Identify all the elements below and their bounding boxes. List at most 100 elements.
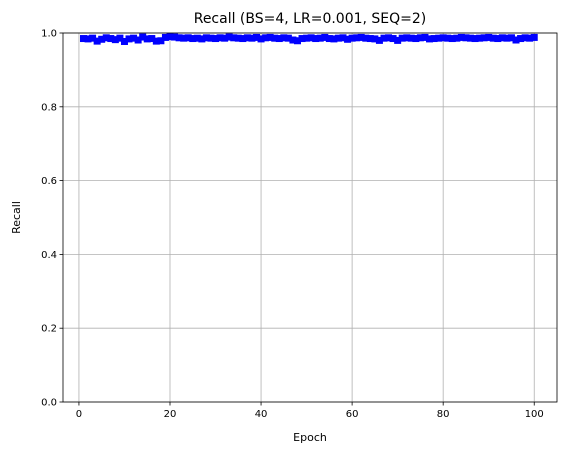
ticks-layer: 0 20 40 60 80 100 0.0 0.2 0.4 0.6 0.8 1.0 — [41, 29, 544, 421]
recall-point — [152, 37, 160, 45]
recall-point — [303, 34, 311, 42]
recall-point — [284, 34, 292, 42]
recall-point — [262, 34, 270, 42]
recall-point — [403, 34, 411, 42]
recall-point — [143, 35, 151, 43]
recall-point — [275, 35, 283, 43]
recall-point — [412, 35, 420, 43]
recall-point — [526, 34, 534, 42]
recall-point — [480, 34, 488, 42]
recall-point — [494, 35, 502, 43]
y-tick-label: 0.2 — [41, 324, 57, 335]
recall-point — [230, 34, 238, 42]
recall-point — [316, 34, 324, 42]
recall-point — [79, 35, 87, 43]
recall-point — [193, 34, 201, 42]
recall-point — [453, 34, 461, 42]
recall-point — [507, 34, 515, 42]
recall-point — [353, 34, 361, 42]
recall-point — [216, 34, 224, 42]
recall-point — [93, 37, 101, 45]
plot-frame — [62, 32, 558, 403]
recall-point — [462, 34, 470, 42]
recall-point — [371, 35, 379, 43]
recall-point — [280, 34, 288, 42]
recall-point — [120, 37, 128, 45]
recall-point — [207, 34, 215, 42]
y-axis-label: Recall — [10, 201, 23, 234]
recall-point — [512, 36, 520, 44]
recall-point — [416, 34, 424, 42]
recall-point — [166, 33, 174, 41]
recall-point — [312, 35, 320, 43]
recall-point — [175, 34, 183, 42]
recall-point — [385, 34, 393, 42]
recall-point — [198, 35, 206, 43]
recall-point — [257, 35, 265, 43]
recall-point — [102, 34, 110, 42]
recall-point — [435, 34, 443, 42]
recall-point — [321, 33, 329, 41]
recall-point — [348, 34, 356, 42]
recall-point — [266, 33, 274, 41]
recall-point — [171, 33, 179, 41]
recall-point — [212, 35, 220, 43]
recall-point — [98, 35, 106, 43]
recall-point — [448, 35, 456, 43]
recall-point — [407, 34, 415, 42]
recall-point — [330, 35, 338, 43]
recall-point — [366, 35, 374, 43]
recall-point — [362, 34, 370, 42]
recall-point — [243, 34, 251, 42]
recall-point — [394, 36, 402, 44]
recall-point — [503, 34, 511, 42]
y-tick-label: 0.8 — [41, 102, 57, 113]
recall-point — [426, 35, 434, 43]
recall-point — [380, 34, 388, 42]
recall-point — [148, 35, 156, 43]
recall-point — [489, 34, 497, 42]
y-tick-label: 0.4 — [41, 250, 57, 261]
x-tick-label: 60 — [346, 409, 359, 420]
y-tick-label: 0.0 — [41, 398, 57, 409]
recall-point — [389, 35, 397, 43]
recall-point — [444, 34, 452, 42]
recall-point — [293, 37, 301, 45]
recall-point — [439, 34, 447, 42]
recall-point — [398, 34, 406, 42]
recall-point — [344, 35, 352, 43]
recall-point — [289, 36, 297, 44]
recall-point — [202, 34, 210, 42]
recall-point — [234, 34, 242, 42]
recall-point — [334, 34, 342, 42]
recall-point — [189, 35, 197, 43]
recall-point — [157, 37, 165, 45]
recall-point — [307, 34, 315, 42]
recall-point — [466, 34, 474, 42]
x-tick-label: 40 — [255, 409, 268, 420]
recall-point — [161, 33, 169, 41]
recall-point — [180, 34, 188, 42]
recall-point — [111, 36, 119, 44]
x-tick-label: 100 — [525, 409, 544, 420]
recall-point — [457, 33, 465, 41]
recall-point — [430, 35, 438, 43]
recall-point — [375, 36, 383, 44]
recall-point — [139, 33, 147, 41]
recall-point — [485, 33, 493, 41]
recall-point — [271, 34, 279, 42]
y-tick-label: 0.6 — [41, 176, 57, 187]
recall-point — [184, 34, 192, 42]
recall-point — [253, 33, 260, 41]
x-tick-label: 80 — [437, 409, 450, 420]
recall-point — [84, 35, 92, 43]
x-axis-label: Epoch — [293, 431, 327, 444]
recall-point — [221, 34, 229, 42]
series-layer — [79, 33, 538, 45]
recall-point — [421, 33, 429, 41]
grid-layer — [63, 32, 557, 403]
recall-point — [248, 34, 256, 42]
recall-point — [298, 35, 306, 43]
recall-point — [357, 33, 365, 41]
